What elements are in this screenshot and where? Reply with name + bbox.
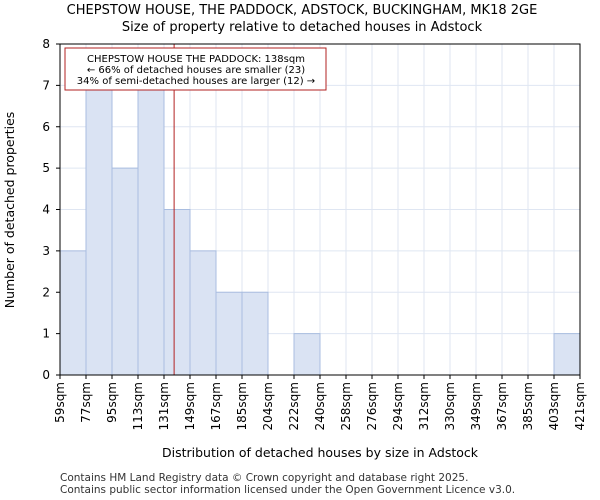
bar — [85, 84, 113, 376]
x-tick-label: 349sqm — [469, 382, 483, 430]
annotation-box: CHEPSTOW HOUSE THE PADDOCK: 138sqm ← 66%… — [64, 47, 327, 91]
annotation-line-2: ← 66% of detached houses are smaller (23… — [87, 65, 305, 76]
bar — [553, 333, 581, 376]
annotation-frame — [64, 47, 327, 91]
y-tick-label: 3 — [42, 244, 50, 258]
bar — [111, 167, 139, 376]
y-tick-label: 5 — [42, 161, 50, 175]
y-tick-label: 1 — [42, 327, 50, 341]
x-tick-label: 385sqm — [521, 382, 535, 430]
x-tick-label: 421sqm — [573, 382, 587, 430]
x-tick-label: 222sqm — [287, 382, 301, 430]
y-axis-ticks: 0 1 2 3 4 5 6 7 8 — [42, 37, 60, 382]
chart-subtitle: Size of property relative to detached ho… — [122, 20, 483, 35]
x-tick-label: 240sqm — [313, 382, 327, 430]
chart-title: CHEPSTOW HOUSE, THE PADDOCK, ADSTOCK, BU… — [67, 3, 538, 18]
x-tick-label: 330sqm — [443, 382, 457, 430]
x-tick-label: 149sqm — [183, 382, 197, 430]
footer-line-2: Contains public sector information licen… — [60, 484, 515, 496]
annotation-line-1: CHEPSTOW HOUSE THE PADDOCK: 138sqm — [87, 54, 305, 65]
x-tick-label: 294sqm — [391, 382, 405, 430]
y-tick-label: 4 — [42, 203, 50, 217]
x-tick-label: 204sqm — [261, 382, 275, 430]
x-tick-label: 113sqm — [131, 382, 145, 430]
footer-line-1: Contains HM Land Registry data © Crown c… — [60, 472, 468, 484]
x-axis-label: Distribution of detached houses by size … — [162, 445, 479, 460]
y-tick-label: 8 — [42, 37, 50, 51]
bar — [241, 291, 269, 376]
bar — [163, 209, 191, 376]
x-tick-label: 367sqm — [495, 382, 509, 430]
y-tick-label: 2 — [42, 285, 50, 299]
x-tick-label: 258sqm — [339, 382, 353, 430]
x-tick-label: 403sqm — [547, 382, 561, 430]
bar — [189, 250, 217, 376]
x-tick-label: 59sqm — [53, 382, 67, 423]
y-tick-label: 0 — [42, 368, 50, 382]
y-tick-label: 7 — [42, 78, 50, 92]
bars-group — [59, 84, 581, 376]
y-axis-label: Number of detached properties — [2, 112, 17, 309]
bar — [137, 84, 165, 376]
x-tick-label: 131sqm — [157, 382, 171, 430]
y-tick-label: 6 — [42, 120, 50, 134]
x-tick-label: 95sqm — [105, 382, 119, 423]
x-axis-ticks: 59sqm 77sqm 95sqm 113sqm 131sqm 149sqm 167sqm 1… — [53, 375, 587, 430]
annotation-line-3: 34% of semi-detached houses are larger (… — [77, 76, 315, 87]
bar — [293, 333, 321, 376]
x-tick-label: 185sqm — [235, 382, 249, 430]
x-tick-label: 77sqm — [79, 382, 93, 423]
bar — [59, 250, 87, 376]
x-tick-label: 276sqm — [365, 382, 379, 430]
x-tick-label: 167sqm — [209, 382, 223, 430]
x-tick-label: 312sqm — [417, 382, 431, 430]
bar — [215, 291, 243, 376]
